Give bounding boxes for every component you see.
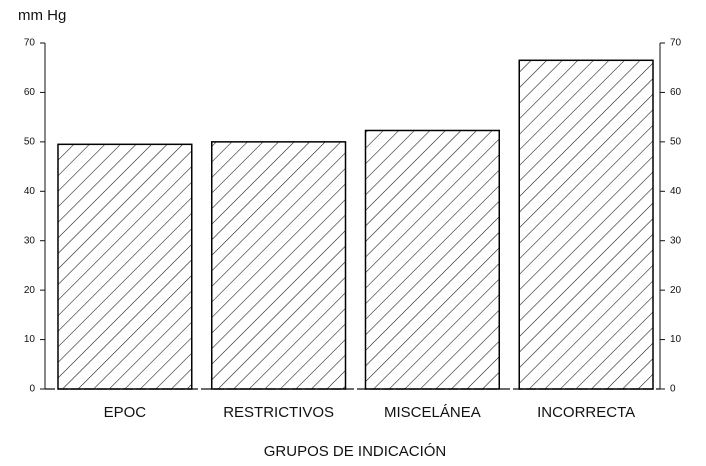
y2-tick-label: 10	[670, 334, 682, 345]
y-tick-label: 30	[24, 235, 36, 246]
y2-tick-label: 70	[670, 38, 682, 49]
x-axis-label: GRUPOS DE INDICACIÓN	[264, 443, 447, 460]
y-tick-label: 60	[24, 87, 36, 98]
x-tick-label: MISCELÁNEA	[384, 404, 481, 421]
x-tick-label: EPOC	[104, 404, 147, 421]
y-tick-label: 10	[24, 334, 36, 345]
x-tick-label: RESTRICTIVOS	[223, 404, 334, 421]
y-tick-label: 20	[24, 285, 36, 296]
y-tick-label: 40	[24, 186, 36, 197]
y-axis-label: mm Hg	[18, 7, 66, 24]
y-tick-label: 0	[29, 384, 35, 395]
y2-tick-label: 30	[670, 235, 682, 246]
bar	[57, 143, 193, 390]
y2-tick-label: 0	[670, 384, 676, 395]
y2-tick-label: 20	[670, 285, 682, 296]
x-tick-label: INCORRECTA	[537, 404, 635, 421]
y-tick-label: 50	[24, 136, 36, 147]
y2-tick-label: 60	[670, 87, 682, 98]
bar	[210, 141, 347, 390]
bar	[518, 59, 654, 390]
y2-tick-label: 50	[670, 136, 682, 147]
bar	[364, 129, 501, 390]
y-tick-label: 70	[24, 38, 36, 49]
y2-tick-label: 40	[670, 186, 682, 197]
